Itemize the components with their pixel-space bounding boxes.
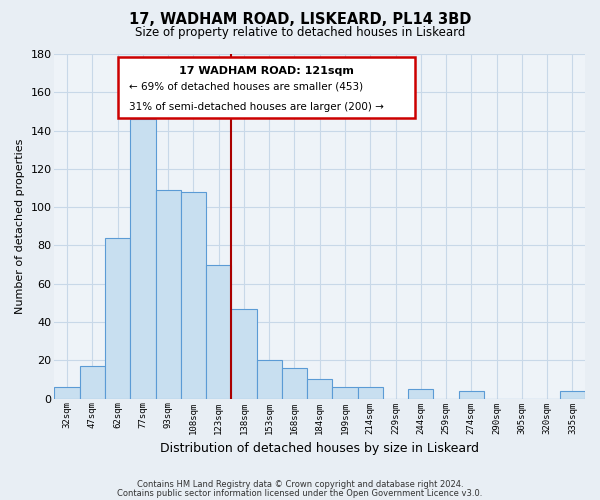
Bar (257, 360, 282, 399)
Text: Size of property relative to detached houses in Liskeard: Size of property relative to detached ho… (135, 26, 465, 39)
Bar (80, 366, 105, 398)
Bar (458, 391, 484, 398)
Bar (181, 192, 206, 398)
Bar (560, 391, 585, 398)
Y-axis label: Number of detached properties: Number of detached properties (15, 138, 25, 314)
FancyBboxPatch shape (118, 58, 415, 118)
Bar (130, 119, 155, 398)
Text: Contains public sector information licensed under the Open Government Licence v3: Contains public sector information licen… (118, 488, 482, 498)
Bar (232, 308, 257, 398)
Text: 17, WADHAM ROAD, LISKEARD, PL14 3BD: 17, WADHAM ROAD, LISKEARD, PL14 3BD (129, 12, 471, 28)
X-axis label: Distribution of detached houses by size in Liskeard: Distribution of detached houses by size … (160, 442, 479, 455)
Bar (332, 387, 358, 398)
Text: ← 69% of detached houses are smaller (453): ← 69% of detached houses are smaller (45… (129, 82, 363, 92)
Bar (105, 238, 130, 398)
Bar (155, 190, 181, 398)
Bar (408, 389, 433, 398)
Text: 17 WADHAM ROAD: 121sqm: 17 WADHAM ROAD: 121sqm (179, 66, 354, 76)
Bar (206, 264, 232, 398)
Bar (55, 387, 80, 398)
Text: 31% of semi-detached houses are larger (200) →: 31% of semi-detached houses are larger (… (129, 102, 383, 112)
Bar (282, 368, 307, 398)
Bar (358, 387, 383, 398)
Text: Contains HM Land Registry data © Crown copyright and database right 2024.: Contains HM Land Registry data © Crown c… (137, 480, 463, 489)
Bar (307, 380, 332, 398)
